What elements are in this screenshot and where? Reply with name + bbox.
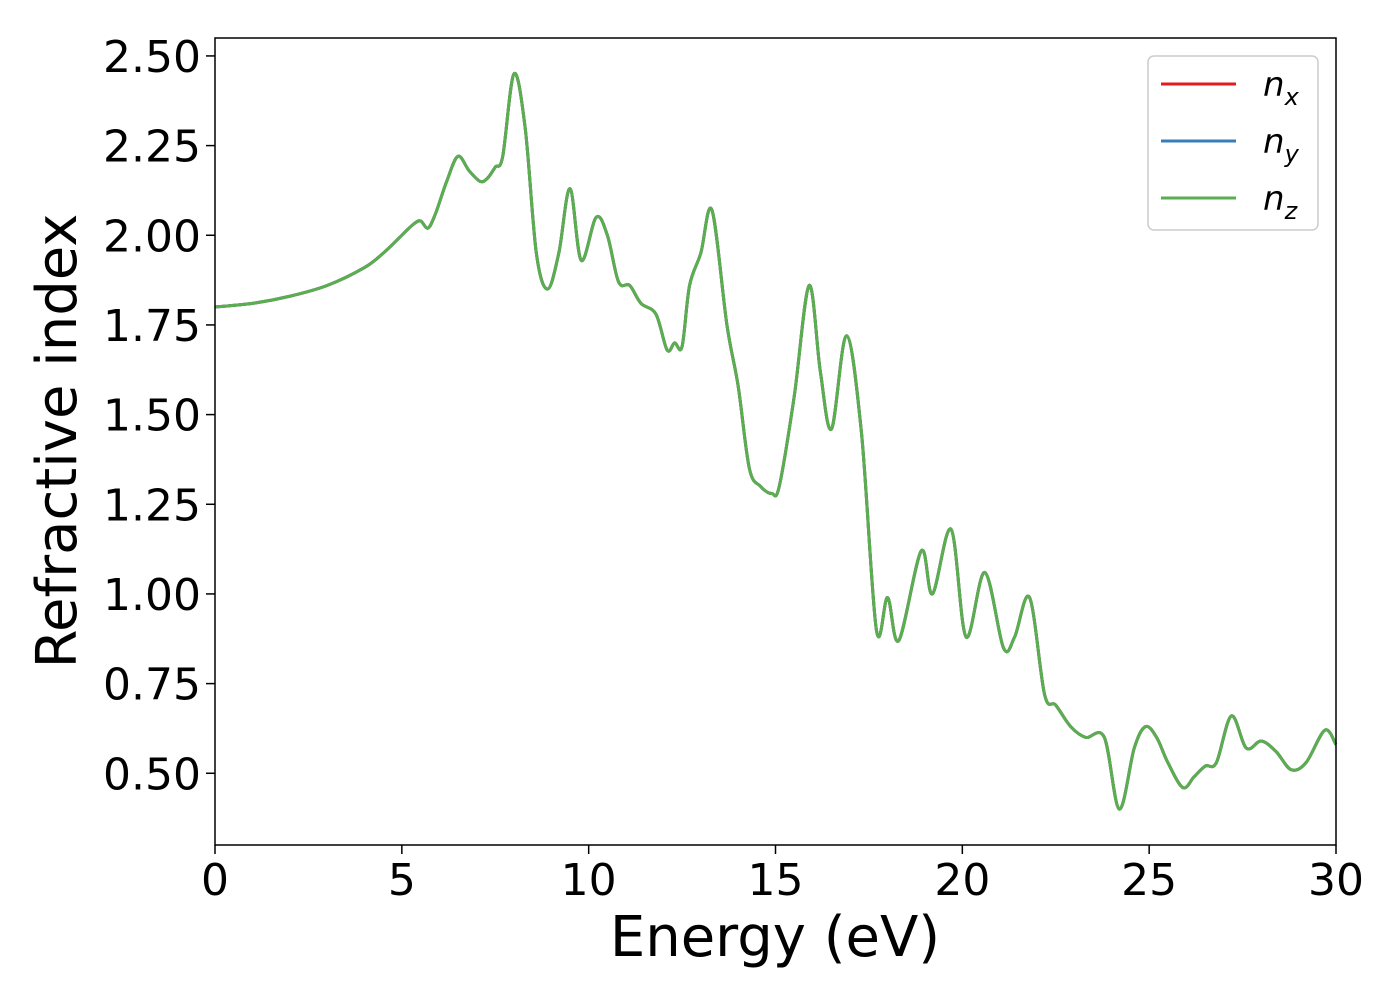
legend-label-z: nz [1263,179,1299,225]
legend-label-x: nx [1263,65,1300,111]
y-tick-label: 1.50 [103,391,201,442]
x-tick-label: 0 [201,855,229,906]
legend-box [1147,55,1319,231]
legend: nx ny nz [1147,55,1319,231]
x-tick-label: 10 [561,855,617,906]
legend-label-y: ny [1263,122,1300,168]
y-axis-label: Refractive index [25,214,90,669]
x-tick-label: 5 [388,855,416,906]
x-axis-ticks: 0 5 10 15 20 25 30 [201,845,1364,906]
x-tick-label: 15 [748,855,804,906]
y-tick-label: 2.50 [103,32,201,83]
y-tick-label: 1.00 [103,570,201,621]
y-axis-ticks: 0.50 0.75 1.00 1.25 1.50 1.75 2.00 2.25 2.50 [103,32,215,800]
y-tick-label: 0.75 [103,660,201,711]
y-tick-label: 2.00 [103,211,201,262]
y-tick-label: 2.25 [103,122,201,173]
y-tick-label: 0.50 [103,749,201,800]
series-line-z [214,71,1338,811]
y-tick-label: 1.75 [103,301,201,352]
x-tick-label: 20 [934,855,990,906]
y-tick-label: 1.25 [103,480,201,531]
series-layer [214,71,1338,811]
x-axis-label: Energy (eV) [610,905,940,970]
x-tick-label: 30 [1308,855,1364,906]
x-tick-label: 25 [1121,855,1177,906]
legend-entries: nx ny nz [1161,65,1300,225]
